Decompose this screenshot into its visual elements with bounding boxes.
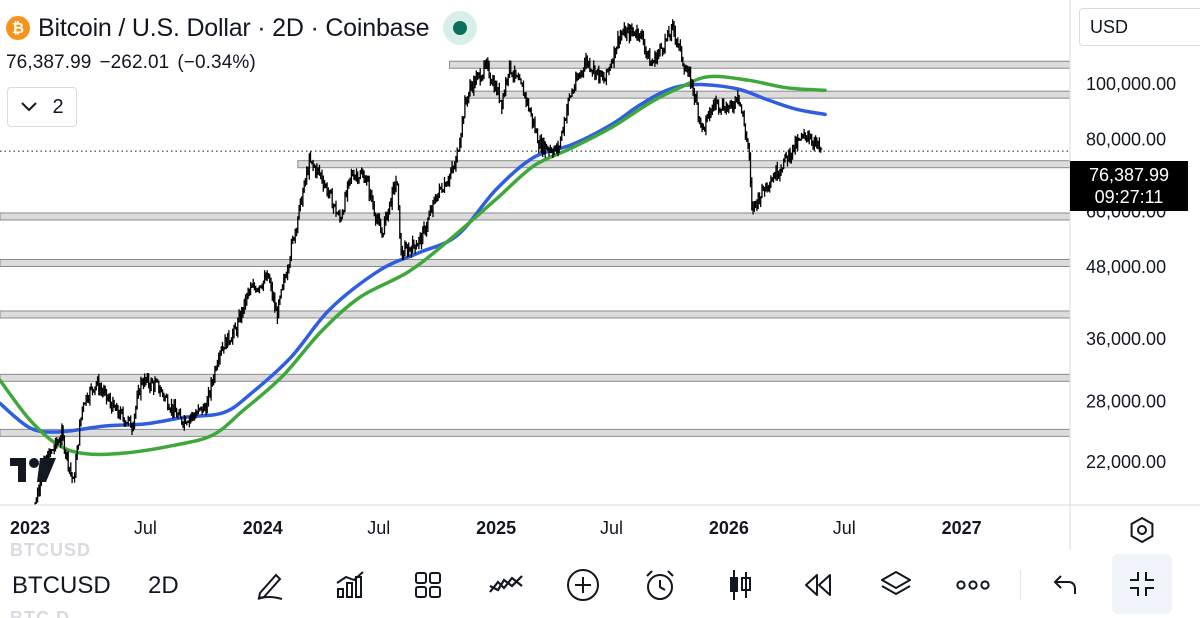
alerts-button[interactable] xyxy=(642,567,678,603)
time-tick-label: Jul xyxy=(600,518,623,538)
horizontal-level-4[interactable] xyxy=(0,258,1070,267)
plus-circle-icon xyxy=(567,569,599,601)
chart-settings-button[interactable] xyxy=(1126,514,1158,546)
currency-select[interactable]: USD xyxy=(1079,8,1200,46)
moving-average-line-1[interactable] xyxy=(0,74,827,457)
indicators-toggle-button[interactable]: 2 xyxy=(7,87,77,127)
price-change-percent: (−0.34%) xyxy=(177,52,256,73)
bottom-toolbar: BTCUSD BTC D BTCUSD 2D xyxy=(0,540,1200,618)
drawing-tools-button[interactable] xyxy=(252,567,288,603)
pencil-icon xyxy=(257,573,283,600)
status-dot-icon xyxy=(453,21,468,35)
plot-area xyxy=(0,19,1070,535)
horizontal-level-6[interactable] xyxy=(0,373,1070,382)
moving-average-line-0[interactable] xyxy=(0,82,827,434)
horizontal-level-3[interactable] xyxy=(0,212,1070,221)
replay-trading-button[interactable] xyxy=(722,567,758,603)
chart-legend: ₿ Bitcoin / U.S. Dollar · 2D · Coinbase … xyxy=(6,10,478,74)
time-tick-label: 2023 xyxy=(10,518,50,538)
price-tick-label: 36,000.00 xyxy=(1086,329,1166,349)
last-price-label: 76,387.99 09:27:11 xyxy=(1070,161,1188,211)
replay-button[interactable] xyxy=(800,567,836,603)
horizontal-level-7[interactable] xyxy=(0,428,1070,437)
settings-hexagon-icon xyxy=(1130,516,1154,544)
add-button[interactable] xyxy=(565,567,601,603)
symbol-selector[interactable]: BTCUSD xyxy=(12,572,111,599)
undo-button[interactable] xyxy=(1046,567,1082,603)
fullscreen-exit-button[interactable] xyxy=(1112,554,1172,614)
horizontal-level-1[interactable] xyxy=(468,90,1070,99)
chart-bars-icon xyxy=(336,571,364,598)
tradingview-logo xyxy=(10,456,58,489)
indicators-icon xyxy=(489,575,523,593)
rewind-icon xyxy=(805,574,831,596)
price-tick-label: 22,000.00 xyxy=(1086,452,1166,472)
price-summary: 76,387.99 −262.01 (−0.34%) xyxy=(6,52,477,74)
more-button[interactable] xyxy=(955,567,991,603)
price-bar xyxy=(279,289,283,299)
price-axis[interactable]: 22,000.0028,000.0036,000.0048,000.0060,0… xyxy=(1069,0,1176,550)
interval-selector[interactable]: 2D xyxy=(148,572,179,599)
price-tick-label: 48,000.00 xyxy=(1086,257,1166,277)
layout-button[interactable] xyxy=(410,567,446,603)
price-tick-label: 100,000.00 xyxy=(1086,74,1176,94)
bitcoin-icon: ₿ xyxy=(6,16,30,40)
price-chart[interactable]: 22,000.0028,000.0036,000.0048,000.0060,0… xyxy=(0,0,1200,550)
layers-icon xyxy=(881,571,911,595)
time-tick-label: 2025 xyxy=(476,518,516,538)
fullscreen-exit-icon xyxy=(1130,572,1154,596)
price-tick-label: 80,000.00 xyxy=(1086,130,1166,150)
time-tick-label: 2027 xyxy=(942,518,982,538)
horizontal-level-2[interactable] xyxy=(297,160,1070,169)
toolbar-divider xyxy=(1020,570,1021,600)
time-axis[interactable]: 2023 Jul 2024 Jul 2025 Jul 2026 Jul 2027 xyxy=(0,504,1200,538)
symbol-title[interactable]: Bitcoin / U.S. Dollar · 2D · Coinbase xyxy=(38,13,430,42)
price-tick-label: 28,000.00 xyxy=(1086,392,1166,412)
price-bar xyxy=(819,146,823,153)
price-bars[interactable] xyxy=(28,19,823,535)
bar-countdown: 09:27:11 xyxy=(1094,187,1164,207)
time-tick-label: 2026 xyxy=(709,518,749,538)
alarm-clock-icon xyxy=(646,570,674,600)
more-icon xyxy=(956,580,990,590)
undo-icon xyxy=(1053,575,1076,594)
time-tick-label: Jul xyxy=(367,518,390,538)
horizontal-level-0[interactable] xyxy=(449,60,1070,69)
price-change: −262.01 xyxy=(99,52,170,73)
price-bar xyxy=(663,33,667,54)
ghost-symbol-label: BTCUSD xyxy=(10,540,91,560)
candlestick-icon xyxy=(730,570,751,600)
price-bar xyxy=(34,502,37,505)
time-tick-label: Jul xyxy=(833,518,856,538)
chart-type-button[interactable] xyxy=(332,567,368,603)
indicator-count: 2 xyxy=(52,95,64,118)
time-tick-label: Jul xyxy=(134,518,157,538)
last-price: 76,387.99 xyxy=(6,52,92,73)
horizontal-level-5[interactable] xyxy=(0,310,1070,319)
time-tick-label: 2024 xyxy=(243,518,283,538)
chevron-down-icon xyxy=(21,102,38,112)
grid-icon xyxy=(415,572,441,598)
indicators-button[interactable] xyxy=(488,567,524,603)
ghost-symbol-label-secondary: BTC D xyxy=(10,608,70,618)
market-status-indicator[interactable] xyxy=(443,11,478,45)
price-label-value: 76,387.99 xyxy=(1088,165,1170,185)
object-tree-button[interactable] xyxy=(878,567,914,603)
